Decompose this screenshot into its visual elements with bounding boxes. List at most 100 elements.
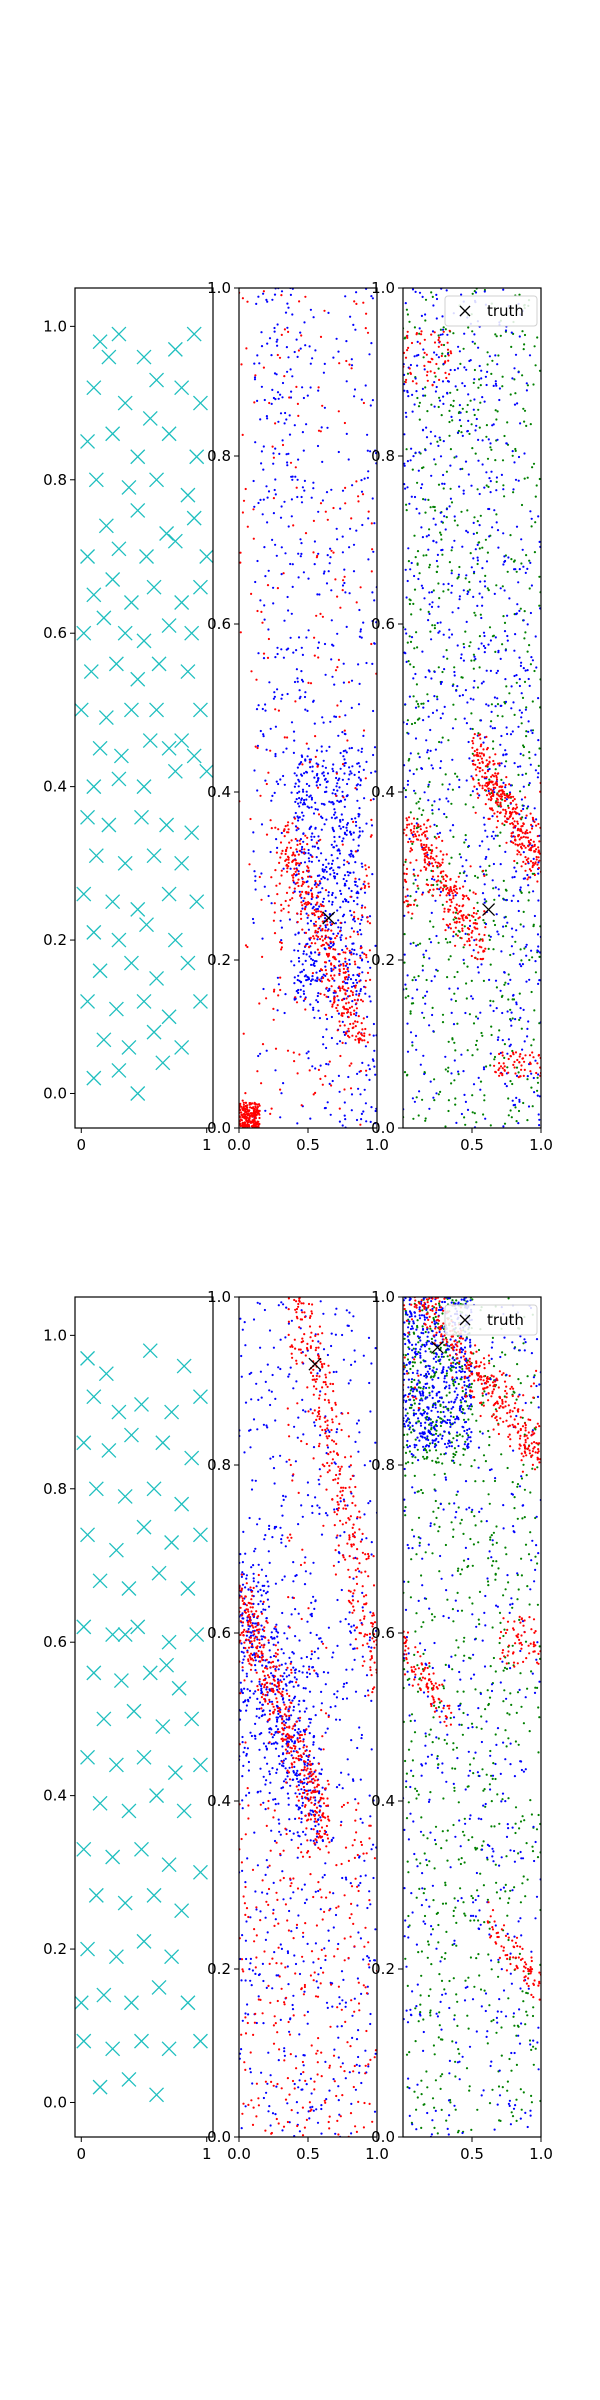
data-point bbox=[342, 825, 345, 829]
data-point bbox=[463, 366, 466, 369]
data-point bbox=[253, 378, 257, 381]
data-point bbox=[415, 382, 418, 385]
data-point bbox=[281, 693, 284, 697]
data-point bbox=[410, 341, 414, 345]
data-point bbox=[280, 1301, 283, 1304]
data-point bbox=[258, 362, 261, 365]
data-point bbox=[275, 884, 278, 887]
data-point bbox=[436, 695, 439, 698]
data-point bbox=[287, 1983, 290, 1986]
data-point bbox=[343, 772, 346, 775]
data-point bbox=[433, 878, 436, 881]
data-point bbox=[437, 338, 440, 342]
data-point bbox=[314, 1169, 316, 1171]
data-point bbox=[358, 1726, 361, 1729]
data-point bbox=[352, 899, 355, 903]
data-point bbox=[427, 799, 430, 802]
data-point bbox=[286, 692, 289, 696]
data-point bbox=[446, 341, 449, 344]
data-point bbox=[344, 989, 347, 992]
data-point bbox=[407, 660, 410, 663]
data-point bbox=[306, 755, 309, 758]
data-point bbox=[532, 1056, 535, 1059]
data-point bbox=[483, 776, 486, 779]
data-point bbox=[290, 721, 294, 724]
data-point bbox=[350, 914, 353, 917]
data-point bbox=[444, 884, 447, 888]
data-point bbox=[418, 451, 421, 454]
data-point bbox=[266, 1931, 269, 1934]
data-point bbox=[407, 547, 410, 550]
data-point bbox=[518, 1055, 521, 1058]
data-point bbox=[295, 385, 298, 388]
data-point bbox=[279, 976, 282, 979]
data-point bbox=[524, 772, 528, 775]
data-point bbox=[351, 991, 354, 994]
data-point bbox=[409, 942, 412, 945]
data-point bbox=[336, 1029, 339, 1032]
data-point bbox=[482, 919, 485, 922]
data-point bbox=[453, 456, 456, 459]
data-point bbox=[413, 976, 416, 979]
data-point bbox=[316, 994, 319, 998]
axes-frame bbox=[74, 287, 214, 1129]
data-point bbox=[489, 669, 492, 673]
data-point bbox=[295, 774, 298, 777]
data-point bbox=[276, 846, 279, 850]
data-point bbox=[411, 288, 415, 291]
data-point bbox=[246, 525, 249, 528]
data-point bbox=[403, 389, 406, 392]
data-point bbox=[302, 950, 305, 953]
data-point bbox=[344, 714, 347, 717]
data-point bbox=[365, 1120, 368, 1123]
data-point bbox=[537, 1073, 540, 1076]
data-point bbox=[525, 706, 528, 709]
data-point bbox=[329, 1113, 332, 1116]
data-point bbox=[529, 510, 532, 513]
data-point bbox=[370, 295, 373, 298]
data-point bbox=[319, 1966, 322, 1970]
data-point bbox=[417, 752, 420, 755]
data-point bbox=[406, 823, 409, 826]
data-point bbox=[325, 986, 328, 989]
data-point bbox=[304, 974, 307, 977]
data-point bbox=[422, 348, 425, 351]
data-point bbox=[405, 632, 408, 635]
data-point bbox=[478, 547, 481, 550]
data-point bbox=[425, 535, 428, 538]
data-point bbox=[310, 903, 313, 906]
data-point bbox=[507, 973, 510, 976]
data-point bbox=[305, 912, 308, 915]
data-point bbox=[331, 1003, 334, 1006]
data-point bbox=[527, 783, 531, 787]
data-point bbox=[366, 960, 370, 963]
data-point bbox=[253, 1115, 256, 1118]
data-point bbox=[510, 795, 513, 799]
data-point bbox=[291, 860, 294, 864]
data-point bbox=[518, 293, 521, 296]
y-tick-label: 0.2 bbox=[371, 951, 395, 969]
data-point bbox=[274, 1069, 277, 1072]
data-point bbox=[281, 849, 284, 853]
data-point bbox=[432, 517, 435, 520]
data-point bbox=[180, 664, 196, 680]
data-point bbox=[363, 1039, 366, 1042]
data-point bbox=[507, 817, 510, 820]
data-point bbox=[307, 261, 309, 263]
data-point bbox=[489, 446, 492, 449]
data-point bbox=[418, 291, 422, 294]
data-point bbox=[522, 877, 525, 880]
data-point bbox=[164, 1535, 180, 1550]
data-point bbox=[471, 739, 474, 743]
data-point bbox=[452, 399, 455, 402]
data-point bbox=[423, 858, 426, 861]
data-point bbox=[311, 912, 314, 915]
data-point bbox=[511, 817, 515, 820]
data-point bbox=[415, 1048, 418, 1051]
data-point bbox=[523, 333, 527, 337]
data-point bbox=[522, 860, 525, 864]
data-point bbox=[317, 641, 320, 644]
data-point bbox=[531, 956, 534, 959]
data-point bbox=[304, 532, 308, 535]
data-point bbox=[330, 962, 333, 965]
